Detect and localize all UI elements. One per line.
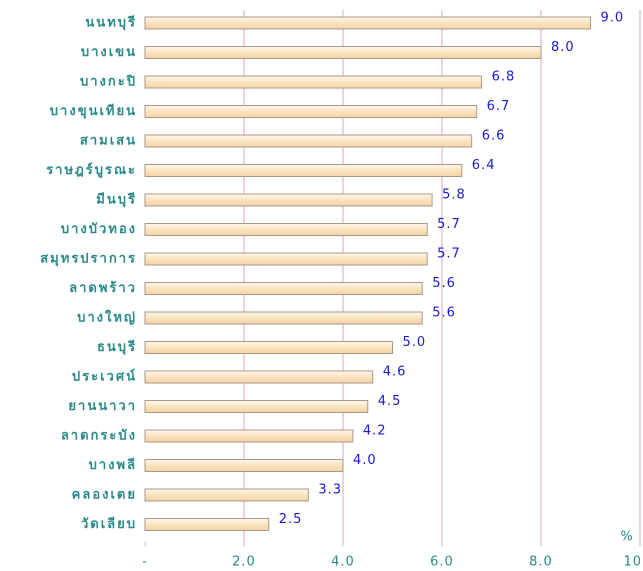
- category-label: สามเสน: [80, 134, 137, 149]
- value-label: 3.3: [318, 483, 342, 498]
- category-label: วัดเลียบ: [81, 516, 137, 532]
- value-label: 5.6: [432, 276, 456, 291]
- bar: [144, 400, 369, 413]
- x-tick-label: 2.0: [232, 555, 256, 570]
- value-label: 6.4: [472, 158, 496, 173]
- x-tick-label: 4.0: [331, 555, 355, 570]
- category-label: บางขุนเทียน: [50, 103, 137, 119]
- category-label: บางกะปิ: [80, 75, 137, 90]
- category-label: ลาดพร้าว: [69, 280, 137, 296]
- bar: [144, 46, 542, 59]
- bar: [144, 311, 423, 325]
- value-label: 4.2: [363, 424, 387, 439]
- value-label: 4.6: [383, 365, 407, 380]
- x-axis-label: %: [620, 530, 633, 545]
- category-label: บางเขน: [81, 45, 137, 60]
- category-label: ลาดกระบัง: [61, 429, 137, 444]
- bar: [144, 16, 591, 30]
- bar: [144, 341, 393, 354]
- bar: [144, 429, 354, 443]
- value-label: 5.8: [442, 188, 466, 203]
- x-tick-label: 8.0: [529, 555, 553, 570]
- value-label: 5.7: [437, 247, 461, 262]
- category-label: ราษฎร์บูรณะ: [46, 162, 137, 178]
- category-label: ธนบุรี: [97, 339, 137, 355]
- bar: [144, 75, 483, 89]
- x-tick-label: 10.0: [624, 555, 643, 570]
- bar: [144, 488, 309, 502]
- value-label: 6.7: [487, 99, 511, 114]
- category-label: บางบัวทอง: [61, 222, 137, 237]
- category-label: มีนบุรี: [96, 192, 137, 208]
- category-label: บางใหญ่: [77, 309, 137, 326]
- value-label: 8.0: [551, 40, 575, 55]
- category-label: ยานนาวา: [68, 399, 137, 414]
- bar: [144, 282, 423, 295]
- value-label: 6.8: [492, 70, 516, 85]
- bar: [144, 105, 478, 118]
- x-tick-label: 6.0: [430, 555, 454, 570]
- category-label: ประเวศน์: [72, 369, 137, 385]
- category-label: สมุทรปราการ: [40, 252, 137, 267]
- value-label: 5.7: [437, 217, 461, 232]
- bar: [144, 223, 428, 236]
- value-label: 2.5: [279, 512, 303, 527]
- value-label: 6.6: [482, 129, 506, 144]
- value-label: 5.6: [432, 306, 456, 321]
- category-label: คลองเตย: [72, 488, 137, 503]
- x-tick-label: -: [142, 555, 148, 570]
- value-label: 4.5: [378, 394, 402, 409]
- category-label: บางพลี: [89, 457, 137, 473]
- bar: [144, 252, 428, 266]
- value-label: 9.0: [601, 11, 625, 26]
- value-label: 5.0: [403, 335, 427, 350]
- bar: [144, 134, 473, 148]
- bar: [144, 459, 344, 472]
- category-label: นนทบุรี: [85, 15, 137, 31]
- bar: [144, 518, 270, 531]
- bar: [144, 164, 463, 177]
- bar: [144, 193, 433, 207]
- value-label: 4.0: [353, 453, 377, 468]
- bar: [144, 370, 374, 384]
